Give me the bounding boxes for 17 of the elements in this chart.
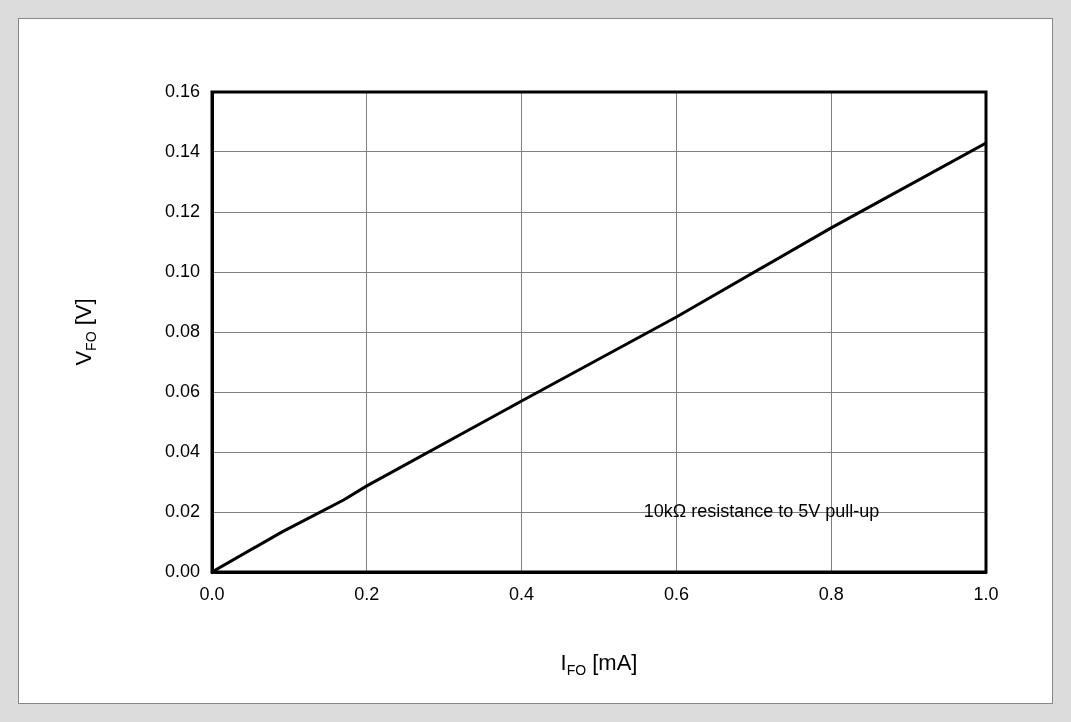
x-tick-label: 0.0 — [199, 583, 225, 604]
x-tick-label: 0.2 — [354, 583, 380, 604]
x-tick-label: 0.6 — [663, 583, 689, 604]
x-tick-label: 0.4 — [509, 583, 535, 604]
x-tick-label: 1.0 — [973, 583, 999, 604]
y-tick-label: 0.06 — [164, 380, 200, 401]
y-tick-label: 0.08 — [164, 320, 200, 341]
annotation: 10kΩ resistance to 5V pull-up — [643, 500, 880, 521]
x-axis-title: I$_{FO}$ [mA] — [560, 650, 638, 679]
y-tick-label: 0.00 — [164, 560, 200, 581]
y-tick-label: 0.16 — [164, 80, 200, 101]
y-tick-label: 0.10 — [164, 260, 200, 281]
x-tick-label: 0.8 — [818, 583, 844, 604]
y-tick-label: 0.04 — [164, 440, 200, 461]
y-tick-label: 0.02 — [164, 500, 200, 521]
y-tick-label: 0.14 — [164, 140, 200, 161]
y-tick-label: 0.12 — [164, 200, 200, 221]
